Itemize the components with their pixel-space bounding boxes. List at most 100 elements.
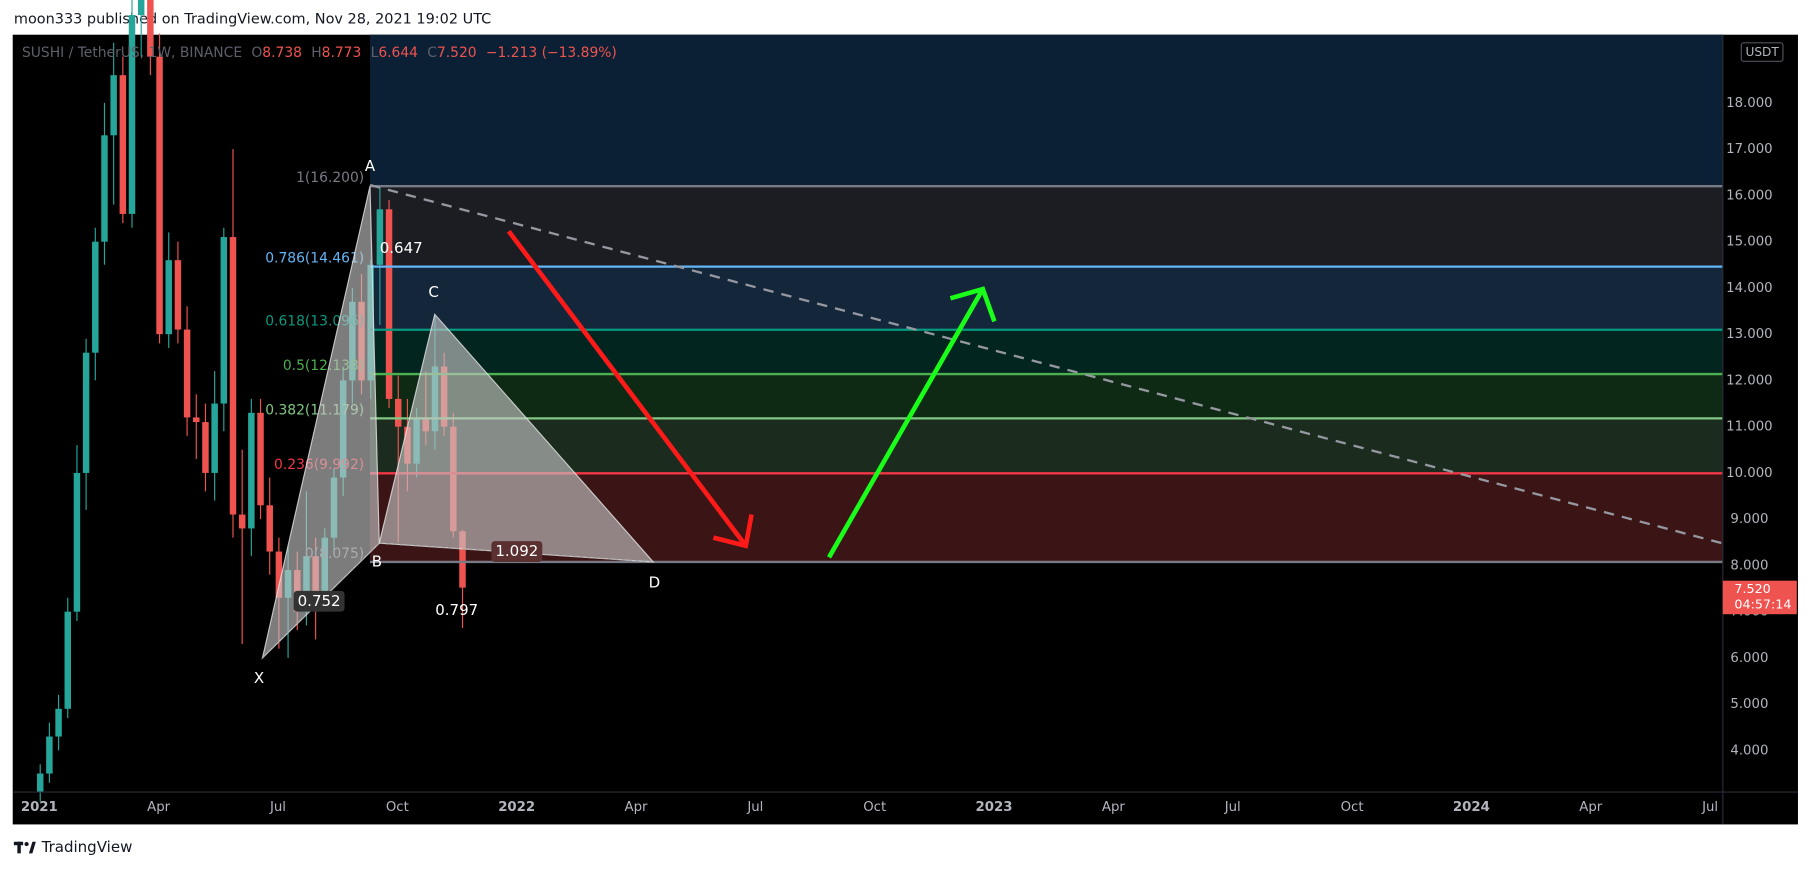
axes: 4.0005.0006.0007.0008.0009.00010.00011.0… — [21, 96, 1773, 815]
ratio-label: 0.797 — [435, 601, 478, 619]
pattern-point-label: X — [254, 669, 264, 687]
legend-field-name: L — [371, 45, 379, 61]
candle-body — [174, 260, 182, 330]
candle-body — [147, 0, 154, 57]
legend-field-value: 6.644 — [378, 45, 418, 61]
x-tick-label: 2023 — [976, 800, 1013, 815]
candle-body — [257, 412, 264, 506]
fib-zone — [370, 266, 1723, 330]
y-tick-label: 14.000 — [1726, 281, 1772, 296]
x-tick-label: 2024 — [1453, 800, 1490, 815]
candle-body — [266, 505, 273, 552]
y-tick-label: 16.000 — [1726, 188, 1772, 203]
fib-label: 1(16.200) — [296, 170, 364, 186]
y-tick-label: 13.000 — [1726, 327, 1772, 342]
y-tick-label: 4.000 — [1730, 743, 1768, 758]
candle-body — [395, 398, 402, 427]
pattern-point-label: A — [365, 157, 376, 175]
candle-body — [202, 422, 209, 473]
legend-field-name: H — [311, 45, 321, 61]
x-tick-label: Oct — [1341, 800, 1364, 815]
y-tick-label: 11.000 — [1726, 420, 1772, 435]
candle-body — [101, 135, 108, 242]
tv-logo — [13, 841, 36, 854]
fib-zone — [370, 329, 1723, 375]
candle-body — [193, 417, 200, 423]
candle-body — [73, 472, 81, 612]
x-tick-label: Oct — [863, 800, 886, 815]
legend-field-value: 8.773 — [322, 45, 362, 61]
x-tick-label: Apr — [1102, 800, 1126, 815]
upper-zone — [370, 34, 1723, 186]
candle-body — [82, 352, 90, 473]
candle-body — [110, 75, 117, 136]
y-tick-label: 5.000 — [1730, 697, 1768, 712]
candle-body — [229, 237, 237, 515]
fib-label: 0.786(14.461) — [265, 251, 364, 267]
x-tick-label: Jul — [1701, 800, 1718, 815]
ratio-box — [293, 590, 345, 612]
fib-zone — [370, 374, 1723, 419]
x-tick-label: Jul — [269, 800, 286, 815]
candle-body — [156, 56, 163, 335]
candle-body — [275, 551, 283, 598]
legend-field-value: 8.738 — [262, 45, 302, 61]
down-arrow — [506, 229, 754, 549]
y-tick-label: 18.000 — [1726, 96, 1772, 111]
candle-body — [36, 773, 44, 793]
y-tick-label: 6.000 — [1730, 651, 1768, 666]
price-tag-countdown: 04:57:14 — [1734, 596, 1791, 611]
y-tick-label: 12.000 — [1726, 373, 1772, 388]
x-tick-label: 2021 — [21, 800, 58, 815]
y-tick-label: 8.000 — [1730, 558, 1768, 573]
x-tick-label: Apr — [147, 800, 171, 815]
legend-field-name: C — [427, 45, 437, 61]
y-tick-label: 10.000 — [1726, 466, 1772, 481]
ratio-label: 0.647 — [380, 239, 423, 257]
candle-body — [248, 412, 255, 529]
y-tick-label: 9.000 — [1730, 512, 1768, 527]
x-tick-label: Oct — [386, 800, 409, 815]
candle-body — [128, 15, 136, 214]
candle-body — [137, 0, 145, 16]
x-tick-label: Jul — [1224, 800, 1241, 815]
x-tick-label: 2022 — [498, 800, 535, 815]
pattern-point-label: B — [372, 552, 382, 570]
candle-body — [46, 736, 53, 774]
candle-body — [238, 514, 246, 529]
legend-line: SUSHI / TetherUS, 1W, BINANCE O8.738 H8.77… — [22, 45, 617, 61]
harmonic-pattern: X A B C D 0.752 0.647 1.092 0.797 — [254, 157, 660, 687]
legend-symbol: SUSHI / TetherUS, 1W, BINANCE — [22, 45, 242, 61]
y-tick-label: 15.000 — [1726, 235, 1772, 250]
x-tick-label: Jul — [746, 800, 763, 815]
pattern-point-label: C — [428, 283, 439, 301]
legend: SUSHI / TetherUS, 1W, BINANCE O8.738 H8.77… — [22, 45, 617, 61]
candle-body — [165, 260, 172, 335]
candle-body — [459, 531, 466, 588]
candle-body — [385, 209, 393, 399]
y-tick-label: 17.000 — [1726, 142, 1772, 157]
up-arrow — [827, 286, 997, 559]
candle-body — [92, 241, 99, 353]
legend-change: −1.213 (−13.89%) — [486, 45, 617, 61]
ratio-label: 0.752 — [298, 592, 341, 610]
fib-zone — [370, 418, 1723, 474]
footer: TradingView — [41, 838, 133, 856]
legend-field-name: O — [251, 45, 262, 61]
candle-body — [119, 75, 127, 214]
currency-box — [1740, 42, 1784, 62]
price-tag — [1722, 580, 1797, 615]
candle-body — [376, 209, 384, 265]
fib-zone — [370, 186, 1723, 267]
candle-body — [183, 329, 191, 418]
x-tick-label: Apr — [1579, 800, 1603, 815]
candle-body — [211, 403, 218, 473]
candle-body — [55, 708, 62, 737]
trend-line — [369, 183, 1724, 545]
header: moon333 published on TradingView.com, No… — [14, 12, 491, 28]
ratio-box — [491, 541, 543, 562]
price-tag-value: 7.520 — [1734, 581, 1770, 596]
x-tick-label: Apr — [625, 800, 649, 815]
candle-body — [220, 237, 228, 404]
